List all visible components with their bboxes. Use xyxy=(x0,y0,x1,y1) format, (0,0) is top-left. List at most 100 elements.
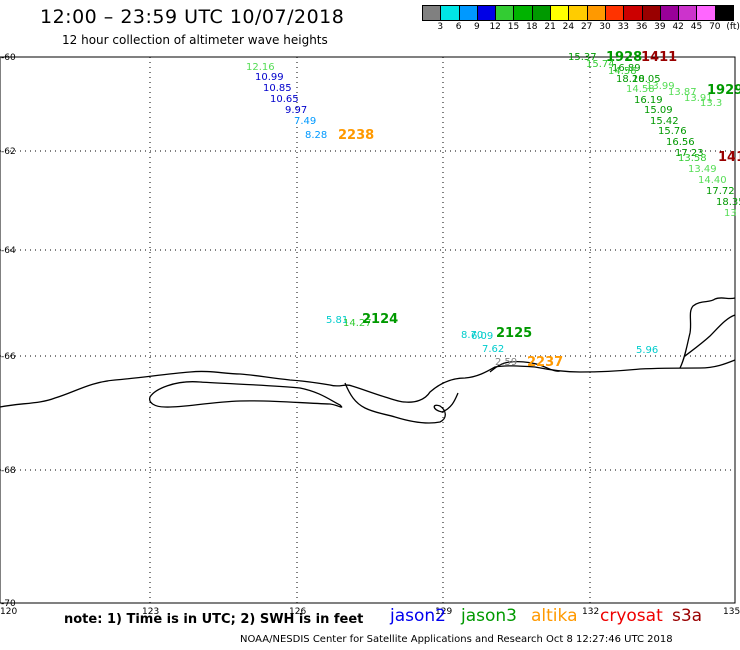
wave-height-value: 2.59 xyxy=(495,357,517,368)
wave-height-value: 14.58 xyxy=(626,84,655,95)
legend-label: 42 xyxy=(672,22,684,32)
wave-height-value: 10.85 xyxy=(263,83,292,94)
legend-swatch xyxy=(440,5,459,21)
wave-height-value: 13.49 xyxy=(688,164,717,175)
legend-label: 24 xyxy=(562,22,575,32)
legend-swatch xyxy=(568,5,587,21)
legend-label: 27 xyxy=(580,22,593,32)
wave-height-value: 13.3 xyxy=(700,98,722,109)
wave-height-value: 13.58 xyxy=(678,153,707,164)
pass-time-label: 2238 xyxy=(338,128,374,143)
satellite-cryosat: cryosat xyxy=(600,606,663,626)
wave-height-value: 16.56 xyxy=(666,137,695,148)
legend-swatch xyxy=(641,5,660,21)
legend-label: 21 xyxy=(544,22,556,32)
legend-swatch xyxy=(586,5,605,21)
legend-label: 39 xyxy=(654,22,666,32)
legend-swatch xyxy=(513,5,532,21)
legend-swatch xyxy=(422,5,441,21)
wave-height-value: 8.70 xyxy=(461,330,483,341)
wave-height-value: 16.19 xyxy=(634,95,663,106)
wave-height-value: 12.16 xyxy=(246,62,275,73)
wave-height-value: 15.42 xyxy=(650,116,679,127)
legend-swatch xyxy=(531,5,551,21)
wave-height-value: 13 xyxy=(724,208,737,219)
longitude-tick-label: 132 xyxy=(582,607,599,617)
satellite-altika: altika xyxy=(531,606,578,626)
wave-height-value: 18.05 xyxy=(632,74,661,85)
legend-swatch xyxy=(678,5,697,21)
satellite-jason2: jason2 xyxy=(390,606,446,626)
legend-label: 36 xyxy=(635,22,648,32)
wave-height-value: 10.65 xyxy=(270,94,299,105)
footer-note: note: 1) Time is in UTC; 2) SWH is in fe… xyxy=(64,612,364,627)
pass-time-label: 1411 xyxy=(641,50,677,65)
legend-label: (ft) xyxy=(726,22,740,32)
map-frame xyxy=(0,56,736,604)
pass-time-label: 1929 xyxy=(707,83,740,98)
wave-height-value: 17.23 xyxy=(675,148,704,159)
axis-tick-labels: 120 123 126 129 132 135 -60 -62 -64 -66 -68 -70 xyxy=(0,53,740,617)
wave-height-value: 15.37 xyxy=(568,52,597,63)
latitude-tick-label: -60 xyxy=(1,53,16,63)
wave-height-value: 15.76 xyxy=(658,126,687,137)
legend-swatch xyxy=(714,5,735,21)
latitude-tick-label: -62 xyxy=(1,147,16,157)
wave-height-value: 6.09 xyxy=(471,331,493,342)
longitude-tick-label: 120 xyxy=(0,607,17,617)
legend-swatch xyxy=(495,5,514,21)
color-legend-labels: 3 6 9 12 15 18 21 24 27 30 33 36 39 42 45 70 (ft) xyxy=(422,22,740,34)
legend-label: 6 xyxy=(455,22,462,32)
wave-height-value: 5.81 xyxy=(326,315,348,326)
wave-height-value: 5.96 xyxy=(636,345,658,356)
wave-height-value: 8.28 xyxy=(305,130,327,141)
color-legend xyxy=(422,5,735,21)
latitude-tick-label: -64 xyxy=(1,246,16,256)
legend-label: 70 xyxy=(709,22,721,32)
wave-height-value: 14.58 xyxy=(608,66,637,77)
longitude-tick-label: 135 xyxy=(723,607,740,617)
legend-swatch xyxy=(550,5,569,21)
legend-swatch xyxy=(659,5,679,21)
pass-time-label: 1928 xyxy=(606,50,642,65)
legend-label: 45 xyxy=(690,22,703,32)
longitude-tick-label: 126 xyxy=(289,607,306,617)
wave-height-value: 7.49 xyxy=(294,116,316,127)
pass-time-label: 2125 xyxy=(496,326,532,341)
satellite-jason3: jason3 xyxy=(461,606,517,626)
legend-swatch xyxy=(623,5,642,21)
latitude-tick-label: -70 xyxy=(1,599,16,609)
legend-swatch xyxy=(458,5,477,21)
map-title: 12:00 – 23:59 UTC 10/07/2018 xyxy=(40,6,345,28)
wave-height-value: 18.35 xyxy=(716,197,740,208)
antarctic-coastline xyxy=(0,297,736,424)
longitude-tick-label: 129 xyxy=(435,607,452,617)
wave-height-value: 16.89 xyxy=(612,63,641,74)
wave-height-value: 13.87 xyxy=(668,87,697,98)
legend-label: 3 xyxy=(437,22,444,32)
legend-label: 12 xyxy=(489,22,501,32)
satellite-s3a: s3a xyxy=(672,606,703,626)
legend-label: 15 xyxy=(507,22,520,32)
longitude-tick-label: 123 xyxy=(142,607,159,617)
legend-swatch xyxy=(476,5,496,21)
wave-height-value: 15.09 xyxy=(644,105,673,116)
credit-line: NOAA/NESDIS Center for Satellite Applica… xyxy=(240,634,673,645)
pass-time-label: 2124 xyxy=(362,312,398,327)
wave-height-value: 7.62 xyxy=(482,344,504,355)
legend-swatch xyxy=(604,5,624,21)
wave-height-value: 9.97 xyxy=(285,105,307,116)
wave-height-value: 15.74 xyxy=(586,59,615,70)
wave-height-value: 13.91 xyxy=(684,93,713,104)
pass-time-label: 141 xyxy=(718,150,740,165)
wave-height-value: 14.40 xyxy=(698,175,727,186)
pass-time-label: 2237 xyxy=(527,355,563,370)
legend-label: 9 xyxy=(474,22,480,32)
wave-height-value: 17.72 xyxy=(706,186,735,197)
map-subtitle: 12 hour collection of altimeter wave hei… xyxy=(62,33,328,47)
wave-height-value: 13.99 xyxy=(646,81,675,92)
legend-label: 30 xyxy=(599,22,611,32)
wave-height-value: 10.99 xyxy=(255,72,284,83)
graticule xyxy=(0,57,735,603)
